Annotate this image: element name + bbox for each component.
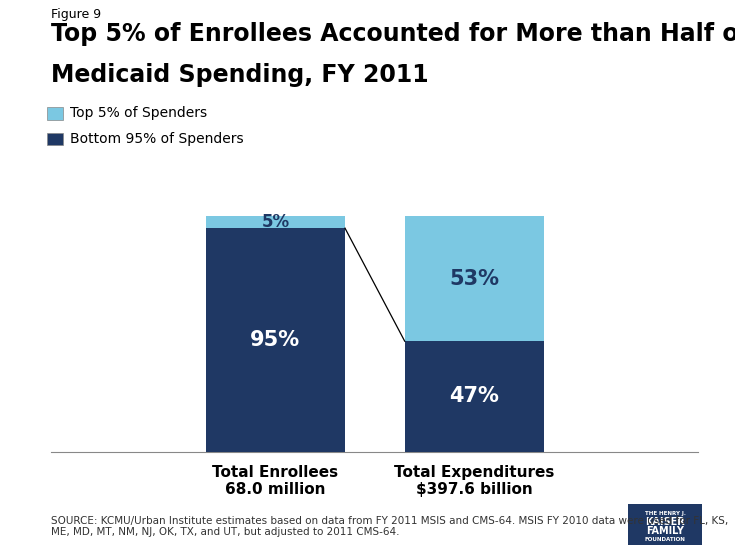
Bar — [206, 217, 345, 228]
Text: 53%: 53% — [449, 269, 499, 289]
Text: THE HENRY J.: THE HENRY J. — [645, 511, 686, 516]
Text: Figure 9: Figure 9 — [51, 8, 101, 21]
Text: 5%: 5% — [261, 213, 290, 231]
Text: SOURCE: KCMU/Urban Institute estimates based on data from FY 2011 MSIS and CMS-6: SOURCE: KCMU/Urban Institute estimates b… — [51, 516, 728, 537]
Text: 95%: 95% — [251, 330, 301, 350]
Bar — [405, 217, 544, 341]
Text: Top 5% of Spenders: Top 5% of Spenders — [70, 106, 207, 120]
Bar — [206, 228, 345, 452]
Text: Medicaid Spending, FY 2011: Medicaid Spending, FY 2011 — [51, 63, 429, 88]
Text: KAISER: KAISER — [645, 517, 685, 527]
Text: Bottom 95% of Spenders: Bottom 95% of Spenders — [70, 132, 243, 146]
Text: 47%: 47% — [449, 386, 499, 407]
Bar — [405, 341, 544, 452]
Text: Top 5% of Enrollees Accounted for More than Half of: Top 5% of Enrollees Accounted for More t… — [51, 22, 735, 46]
Text: FAMILY: FAMILY — [646, 526, 684, 536]
Text: FOUNDATION: FOUNDATION — [645, 537, 686, 542]
